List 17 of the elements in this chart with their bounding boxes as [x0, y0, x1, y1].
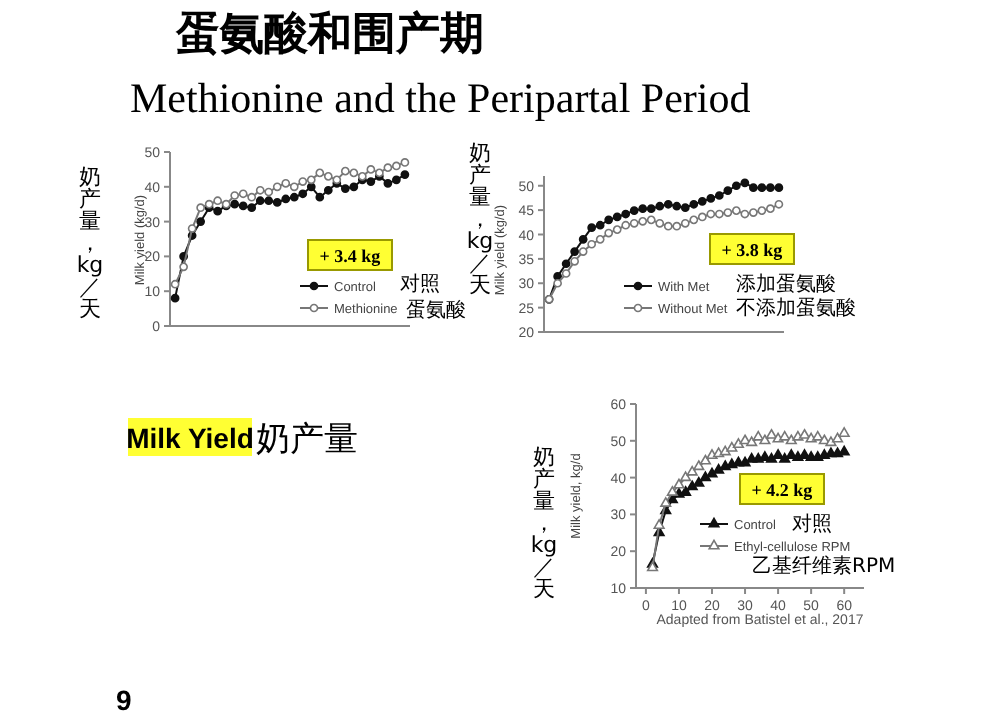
- text: 奶产量，kg／天: [530, 444, 558, 602]
- annotation: 蛋氨酸: [406, 298, 466, 322]
- annotation: + 3.8 kg: [721, 240, 784, 260]
- annotation: + 3.4 kg: [319, 246, 382, 266]
- chart-subtitle: Methionine and the Peripartal Period: [130, 74, 752, 122]
- annotation: 对照: [400, 272, 440, 296]
- annotation: 添加蛋氨酸: [736, 272, 836, 296]
- text: 奶产量: [256, 420, 358, 460]
- text: 奶产量，kg／天: [466, 140, 494, 298]
- text: Milk Yield: [126, 422, 254, 454]
- annotation: + 4.2 kg: [751, 480, 814, 500]
- text: 奶产量，kg／天: [76, 164, 104, 322]
- text: 9: [116, 684, 132, 716]
- annotation: 对照: [792, 512, 832, 536]
- chart-title: 蛋氨酸和围产期: [174, 8, 484, 60]
- annotation: 不添加蛋氨酸: [736, 296, 856, 320]
- annotation: 乙基纤维素RPM: [752, 554, 896, 578]
